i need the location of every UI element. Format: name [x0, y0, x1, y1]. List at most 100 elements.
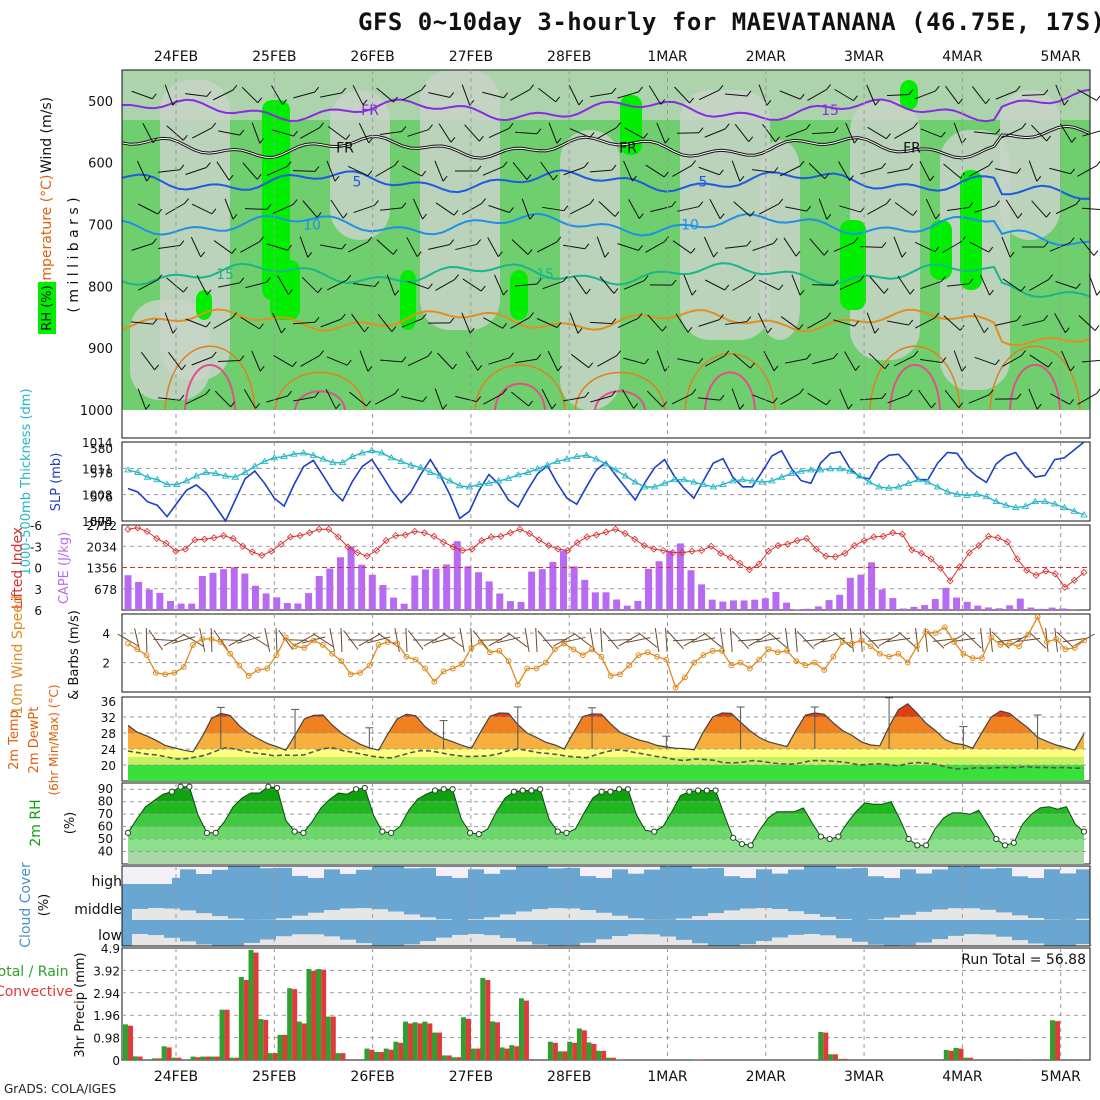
cloud-high-gap: [356, 866, 372, 870]
wind-barb: [853, 237, 859, 243]
cloud-high-gap: [692, 866, 708, 869]
wind-barb: [773, 365, 779, 372]
slp-tick: 1005: [82, 515, 113, 529]
wind-barb: [454, 274, 459, 280]
cloud-low-gap: [356, 943, 372, 946]
wind-barb: [185, 318, 207, 328]
thickness-point: [933, 483, 942, 490]
cape-bar: [560, 550, 568, 610]
date-label-bottom: 3MAR: [844, 1069, 885, 1085]
wind-barb: [867, 203, 887, 215]
thickness-point: [212, 469, 220, 477]
wind-barb: [893, 236, 903, 258]
rh2m-point: [388, 829, 395, 836]
wind-speed-point: [403, 653, 410, 660]
rh-dry-patch: [330, 90, 390, 240]
wind-speed-point: [914, 643, 920, 650]
wind-barb: [672, 240, 692, 254]
lifted-index-point: [908, 546, 916, 554]
wind-barb: [428, 124, 433, 130]
wind-barb: [453, 209, 459, 216]
lifted-index-point: [917, 549, 926, 557]
precip-convective-bar: [137, 1056, 143, 1060]
precip-convective-bar: [610, 1057, 616, 1060]
cape-bar: [666, 550, 674, 610]
cloud-low-gap: [820, 935, 836, 946]
wind-speed-point: [449, 665, 456, 672]
wind-barb: [725, 245, 747, 249]
wind-barb: [943, 315, 961, 331]
cape-bar: [464, 566, 472, 610]
warm-contour: [184, 364, 236, 411]
thickness-point: [475, 480, 483, 487]
thickness-point: [914, 475, 922, 483]
wind-barb: [317, 287, 323, 293]
rh2m-point: [826, 835, 833, 843]
precip-convective-bar: [437, 1032, 443, 1060]
cloud-high-gap: [1060, 866, 1076, 874]
wind-barb: [366, 400, 371, 407]
cloud-high-gap: [996, 866, 1012, 868]
wind-barb-10m: [867, 638, 892, 642]
wind-barb: [676, 132, 700, 134]
wind-barb: [497, 251, 503, 257]
wind-barb: [540, 161, 554, 181]
wind-barb: [137, 203, 159, 215]
wind-barb: [434, 160, 444, 182]
wind-barb: [300, 127, 320, 139]
wind-barb: [749, 210, 755, 217]
wind-barb-10m: [898, 631, 917, 649]
wind-barb: [461, 84, 471, 106]
cape-bar: [135, 581, 143, 610]
wind-barb: [488, 205, 510, 213]
cloud-mid-gap: [580, 910, 596, 920]
rh2m-ylabel: 2m RH: [28, 799, 44, 846]
cape-bar: [804, 608, 812, 610]
rh2m-point: [352, 786, 360, 793]
wind-barb: [920, 280, 942, 290]
cloud-high-gap: [276, 866, 292, 868]
wind-barb: [158, 169, 180, 173]
wind-barb: [494, 274, 504, 296]
wind-barb: [538, 87, 556, 103]
wind-barb: [166, 125, 184, 141]
temp-band: [128, 733, 1084, 749]
wind-barb: [136, 160, 148, 182]
wind-barb: [718, 169, 724, 176]
thickness-point: [816, 466, 825, 473]
cape-bar: [846, 577, 854, 610]
upper-air-panel: [121, 69, 1091, 439]
rh2m-point: [431, 787, 439, 794]
precip-total-bar: [374, 1052, 380, 1060]
wind-barb: [1096, 290, 1100, 296]
rh2m-point: [475, 830, 482, 838]
wind-barb: [547, 350, 559, 372]
cloud-low-gap: [484, 935, 500, 946]
wind-barb-10m: [600, 627, 603, 653]
wind-barb: [1069, 237, 1075, 244]
cloud-panel: [121, 865, 1091, 947]
wind-barb-10m: [366, 636, 391, 644]
wind-barb: [482, 166, 504, 176]
wind-speed-point: [422, 665, 428, 672]
cloud-mid-gap: [900, 914, 916, 920]
lifted-index-point: [220, 532, 228, 540]
wind-barb: [833, 319, 855, 327]
cloud-high-gap: [420, 866, 436, 868]
cloud-low-gap: [996, 936, 1012, 946]
precip-total-bar: [296, 1021, 302, 1060]
cloud-mid-gap: [324, 910, 340, 920]
warm-contour: [684, 353, 776, 411]
wind-barb-10m: [926, 631, 945, 649]
wind-barb: [345, 134, 351, 140]
lifted-index-point: [879, 532, 887, 540]
precip-tick: 0: [112, 1054, 120, 1068]
wind-barb: [319, 122, 325, 128]
wind-barb-10m: [802, 638, 827, 642]
cloud-low-gap: [740, 944, 756, 946]
wind-barb: [376, 87, 394, 103]
rh-moist-patch: [262, 100, 290, 300]
precip-tick: 3.92: [93, 964, 120, 978]
wind-barb: [536, 128, 542, 135]
wind-barb: [165, 203, 185, 215]
